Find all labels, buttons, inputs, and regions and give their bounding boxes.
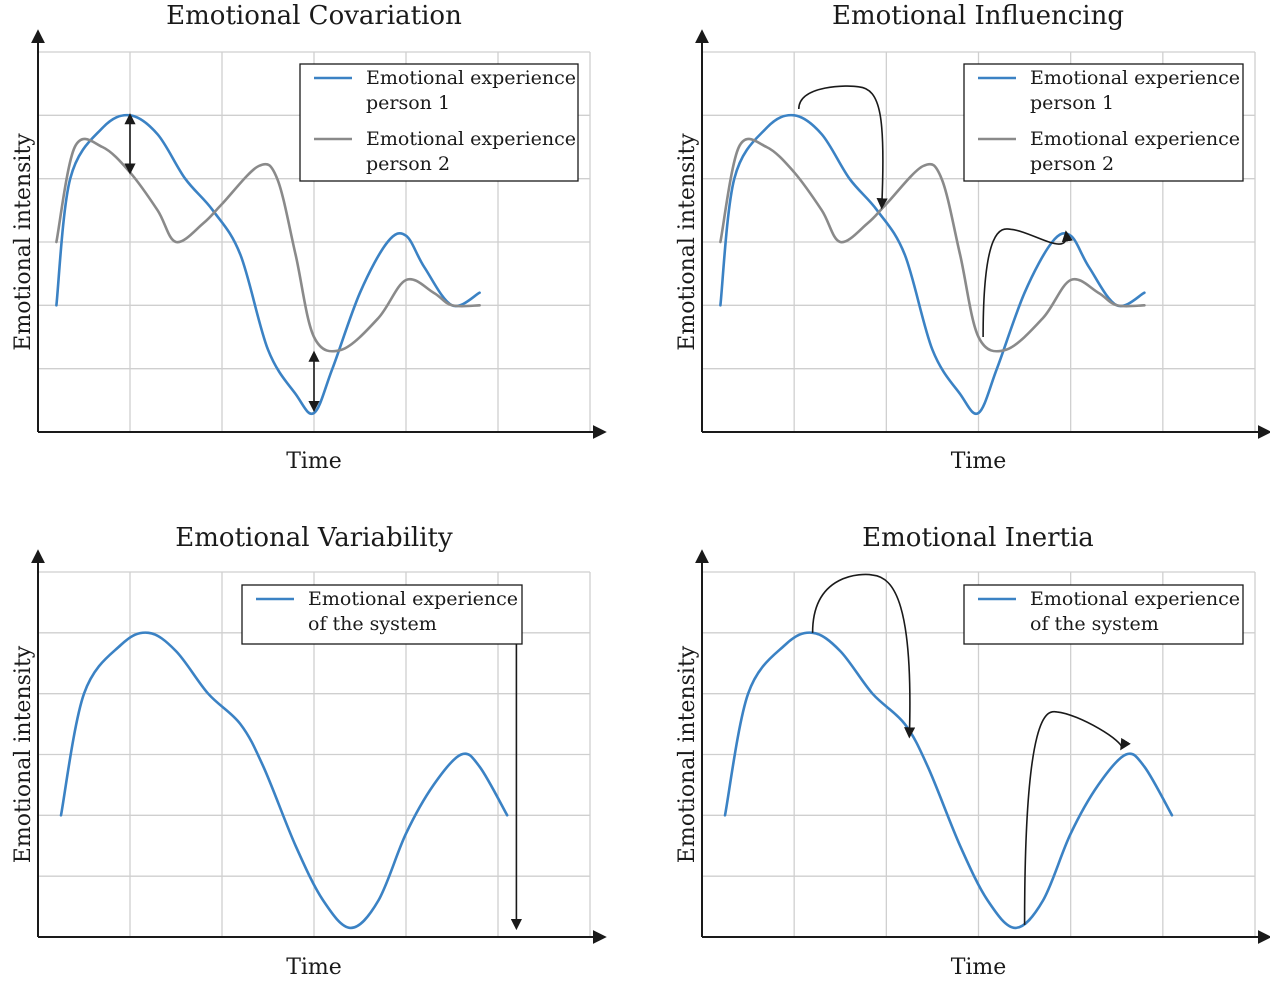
series-line-1 [723,631,1174,930]
chart-title: Emotional Variability [175,523,453,553]
legend-box [299,63,579,182]
curved-arrow-annotation [797,85,888,210]
x-axis-label: Time [286,449,342,474]
curved-arrow-annotation [811,573,916,739]
legend-entry-text: person 1 [366,92,450,114]
legend-box [963,63,1244,182]
legend-entry-text: person 2 [366,153,450,175]
chart-title: Emotional Inertia [862,523,1094,553]
legend-entry-text: Emotional experience [1030,128,1240,150]
legend-entry-text: Emotional experience [366,128,576,150]
legend-entry-text: Emotional experience [1030,67,1240,89]
legend: Emotional experience person 1 Emotional ex… [963,63,1244,182]
legend-entry-text: person 1 [1030,92,1114,114]
legend-entry-text: Emotional experience [366,67,576,89]
series-line-1 [59,631,509,930]
legend-entry-text: Emotional experience [308,588,518,610]
chart-panel-influencing: Emotional Influencing Time Emotional inten… [675,1,1270,474]
legend-entry-text: of the system [308,613,437,635]
y-axis-label: Emotional intensity [11,645,36,863]
y-axis-label: Emotional intensity [11,133,36,351]
y-axis-label: Emotional intensity [675,133,700,351]
x-axis-label: Time [951,955,1007,980]
legend-entry-text: of the system [1030,613,1159,635]
series-line-2 [55,137,481,353]
legend: Emotional experience of the system [963,584,1244,645]
legend: Emotional experience of the system [241,584,523,645]
legend-entry-text: Emotional experience [1030,588,1240,610]
chart-panel-variability: Emotional Variability Time Emotional inten… [11,523,607,980]
legend: Emotional experience person 1 Emotional ex… [299,63,579,182]
series-line-2 [719,137,1146,353]
series-line-1 [55,113,481,416]
y-axis-label: Emotional intensity [675,645,700,863]
legend-box [963,584,1244,645]
curved-arrow-annotation [982,228,1073,338]
x-axis-label: Time [286,955,342,980]
chart-panel-covariation: Emotional Covariation Time Emotional inten… [11,1,607,474]
legend-box [241,584,523,645]
curved-arrow-annotation [1023,710,1131,925]
chart-title: Emotional Influencing [832,1,1124,31]
chart-panel-inertia: Emotional Inertia Time Emotional intensity… [675,523,1270,980]
x-axis-label: Time [951,449,1007,474]
legend-entry-text: person 2 [1030,153,1114,175]
chart-title: Emotional Covariation [166,1,462,31]
